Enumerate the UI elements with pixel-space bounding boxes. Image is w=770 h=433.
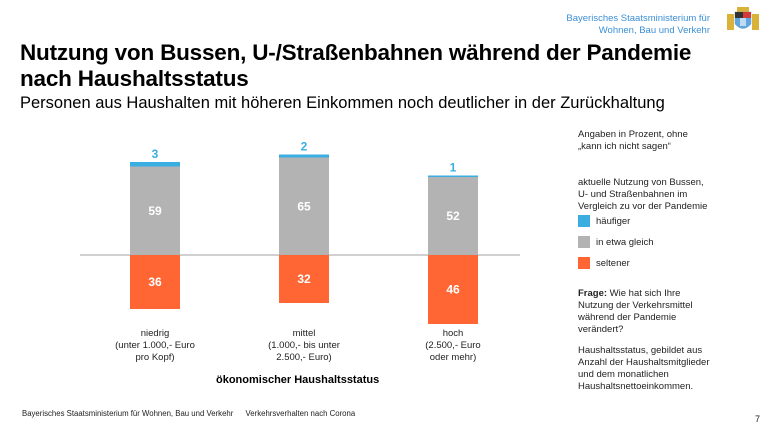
- legend-label: häufiger: [596, 215, 631, 227]
- data-label-in-etwa-gleich: 52: [446, 209, 460, 223]
- definition-text: Haushaltsstatus, gebildet aus Anzahl der…: [578, 345, 763, 393]
- bar-haeufiger: [279, 154, 329, 158]
- footer-org: Bayerisches Staatsministerium für Wohnen…: [22, 409, 234, 418]
- bar-seltener: [130, 255, 180, 309]
- category-label-line: (2.500,- Euro: [425, 340, 481, 351]
- title-line2: nach Haushaltsstatus: [20, 66, 249, 91]
- question-text: Frage: Wie hat sich Ihre Nutzung der Ver…: [578, 288, 763, 336]
- title-line1: Nutzung von Bussen, U-/Straßenbahnen wäh…: [20, 40, 692, 65]
- category-label-line: oder mehr): [429, 352, 477, 363]
- bar-haeufiger: [428, 175, 478, 177]
- legend-swatch: [578, 257, 590, 269]
- category-label-line: (unter 1.000,- Euro: [115, 340, 195, 351]
- definition-line2: Anzahl der Haushaltsmitglieder: [578, 357, 710, 368]
- category-label-line: hoch: [442, 328, 464, 339]
- legend-item: häufiger: [578, 215, 630, 227]
- ministry-name-line1: Bayerisches Staatsministerium für: [566, 13, 710, 24]
- data-label-seltener: 36: [148, 275, 162, 289]
- legend-swatch: [578, 236, 590, 248]
- category-label-line: pro Kopf): [135, 352, 175, 363]
- question-line1: Frage: Wie hat sich Ihre: [578, 288, 763, 300]
- bar-in-etwa-gleich: [130, 166, 180, 255]
- question-line1-text: Wie hat sich Ihre: [607, 288, 681, 299]
- ministry-name: Bayerisches Staatsministerium für Wohnen…: [566, 13, 710, 37]
- category-label: mittel (1.000,- bis unter 2.500,- Euro): [239, 328, 369, 364]
- note-line1: Angaben in Prozent, ohne: [578, 129, 688, 140]
- legend-title-line3: Vergleich zu vor der Pandemie: [578, 201, 708, 212]
- bar-haeufiger: [130, 162, 180, 167]
- legend-title-line2: U- und Straßenbahnen im: [578, 189, 688, 200]
- ministry-name-line2: Wohnen, Bau und Verkehr: [598, 25, 710, 36]
- data-label-haeufiger: 2: [301, 140, 308, 154]
- bar-in-etwa-gleich: [279, 157, 329, 255]
- data-label-in-etwa-gleich: 65: [297, 199, 311, 213]
- legend-item: in etwa gleich: [578, 236, 654, 248]
- category-label-line: 2.500,- Euro): [276, 352, 332, 363]
- note: Angaben in Prozent, ohne „kann ich nicht…: [578, 129, 763, 153]
- data-label-haeufiger: 1: [450, 161, 457, 175]
- footer-topic: Verkehrsverhalten nach Corona: [245, 409, 356, 418]
- data-label-seltener: 46: [446, 283, 460, 297]
- category-label: hoch (2.500,- Euro oder mehr): [388, 328, 518, 364]
- legend-label: seltener: [596, 257, 630, 269]
- x-axis-title: ökonomischer Haushaltsstatus: [216, 374, 380, 386]
- bar-in-etwa-gleich: [428, 177, 478, 255]
- category-label-line: mittel: [292, 328, 316, 339]
- data-label-haeufiger: 3: [152, 147, 159, 161]
- definition-line4: Haushaltsnettoeinkommen.: [578, 381, 694, 392]
- legend-title: aktuelle Nutzung von Bussen, U- und Stra…: [578, 177, 763, 213]
- data-label-in-etwa-gleich: 59: [148, 204, 162, 218]
- category-label-line: niedrig: [140, 328, 170, 339]
- note-line2: „kann ich nicht sagen“: [578, 141, 671, 152]
- legend-swatch: [578, 215, 590, 227]
- bar-seltener: [428, 255, 478, 324]
- category-label: niedrig (unter 1.000,- Euro pro Kopf): [90, 328, 220, 364]
- definition-line1: Haushaltsstatus, gebildet aus: [578, 345, 703, 356]
- definition-line3: und dem monatlichen: [578, 369, 669, 380]
- legend-item: seltener: [578, 257, 630, 269]
- footer: Bayerisches Staatsministerium für Wohnen…: [22, 409, 355, 418]
- question-line4: verändert?: [578, 324, 624, 335]
- bar-seltener: [279, 255, 329, 303]
- question-line3: während der Pandemie: [578, 312, 677, 323]
- legend-label: in etwa gleich: [596, 236, 654, 248]
- bavarian-coat-of-arms-icon: [727, 7, 759, 30]
- page-number: 7: [755, 414, 761, 424]
- page-subtitle: Personen aus Haushalten mit höheren Eink…: [20, 94, 665, 112]
- stacked-bar-chart: 59 36 3 65 32 2 52 46 1: [80, 140, 520, 324]
- question-label: Frage:: [578, 288, 608, 299]
- page-title: Nutzung von Bussen, U-/Straßenbahnen wäh…: [20, 40, 691, 92]
- data-label-seltener: 32: [297, 272, 311, 286]
- legend-title-line1: aktuelle Nutzung von Bussen,: [578, 177, 704, 188]
- question-line2: Nutzung der Verkehrsmittel: [578, 300, 693, 311]
- category-label-line: (1.000,- bis unter: [268, 340, 340, 351]
